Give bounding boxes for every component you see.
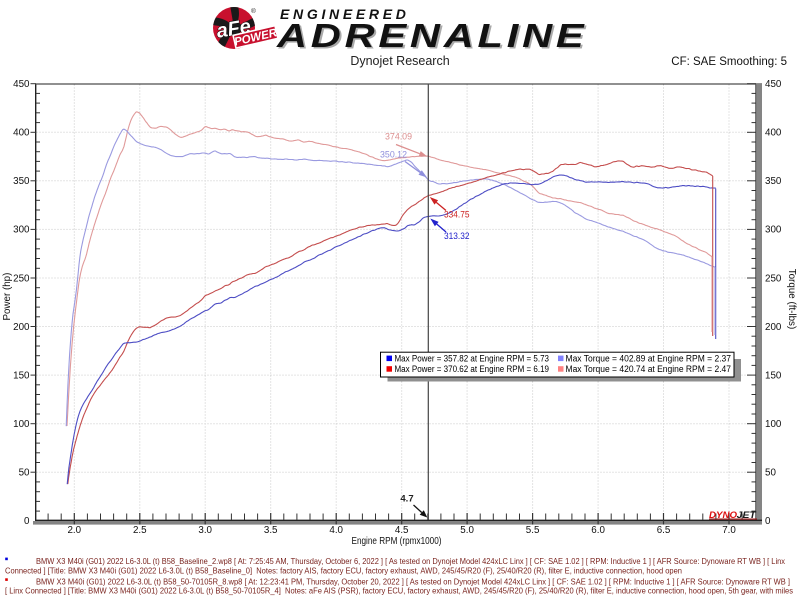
svg-text:Max Torque = 402.89 at Engine: Max Torque = 402.89 at Engine RPM = 2.37 [566, 353, 732, 363]
svg-text:374.09: 374.09 [385, 132, 412, 143]
svg-text:3.0: 3.0 [198, 525, 212, 536]
svg-text:Power (hp): Power (hp) [2, 273, 13, 321]
svg-text:0: 0 [24, 516, 30, 527]
svg-text:350.12: 350.12 [380, 150, 407, 161]
svg-text:334.75: 334.75 [444, 210, 470, 221]
svg-text:BMW X3 M40i (G01) 2022 L6-3.0L: BMW X3 M40i (G01) 2022 L6-3.0L (t) B58_5… [36, 578, 790, 587]
svg-text:200: 200 [765, 322, 782, 333]
svg-text:313.32: 313.32 [444, 231, 470, 242]
svg-text:Max Power = 370.62 at Engine R: Max Power = 370.62 at Engine RPM = 6.19 [395, 364, 550, 374]
svg-text:Max Torque = 420.74 at Engine: Max Torque = 420.74 at Engine RPM = 2.47 [566, 364, 732, 374]
svg-text:7.0: 7.0 [722, 525, 736, 536]
svg-text:50: 50 [765, 468, 776, 479]
svg-text:300: 300 [765, 225, 782, 236]
svg-text:350: 350 [13, 176, 30, 187]
svg-text:0: 0 [765, 516, 771, 527]
svg-text:4.7: 4.7 [400, 494, 413, 505]
svg-text:150: 150 [765, 370, 782, 381]
svg-text:300: 300 [13, 225, 30, 236]
svg-text:100: 100 [13, 419, 30, 430]
svg-text:Torque (ft-lbs): Torque (ft-lbs) [786, 269, 797, 329]
svg-text:Connected ] [Title: BMW X3 M40: Connected ] [Title: BMW X3 M40i (G01) 20… [5, 566, 682, 575]
svg-text:350: 350 [765, 176, 782, 187]
svg-text:JET: JET [737, 510, 757, 521]
svg-text:3.5: 3.5 [264, 525, 278, 536]
svg-text:Engine RPM (rpmx1000): Engine RPM (rpmx1000) [352, 536, 442, 547]
svg-text:®: ® [251, 7, 256, 15]
svg-text:5.0: 5.0 [460, 525, 474, 536]
svg-text:6.5: 6.5 [657, 525, 671, 536]
svg-text:150: 150 [13, 370, 30, 381]
svg-text:400: 400 [765, 128, 782, 139]
svg-text:5.5: 5.5 [526, 525, 540, 536]
svg-text:250: 250 [13, 273, 30, 284]
svg-text:100: 100 [765, 419, 782, 430]
svg-text:200: 200 [13, 322, 30, 333]
svg-text:[ Linx Connected ] [Title: BMW: [ Linx Connected ] [Title: BMW X3 M40i (… [5, 586, 793, 595]
svg-text:250: 250 [765, 273, 782, 284]
svg-text:Max Power = 357.82 at Engine R: Max Power = 357.82 at Engine RPM = 5.73 [395, 353, 550, 363]
svg-text:450: 450 [13, 79, 30, 90]
svg-text:4.5: 4.5 [395, 525, 409, 536]
svg-text:50: 50 [19, 468, 30, 479]
svg-text:DYNO: DYNO [709, 510, 738, 521]
svg-text:400: 400 [13, 128, 30, 139]
svg-text:2.5: 2.5 [133, 525, 147, 536]
svg-text:BMW X3 M40i (G01) 2022 L6-3.0L: BMW X3 M40i (G01) 2022 L6-3.0L (t) B58_B… [36, 557, 785, 566]
svg-text:6.0: 6.0 [591, 525, 605, 536]
svg-text:2.0: 2.0 [67, 525, 81, 536]
svg-text:4.0: 4.0 [329, 525, 343, 536]
svg-text:450: 450 [765, 79, 782, 90]
